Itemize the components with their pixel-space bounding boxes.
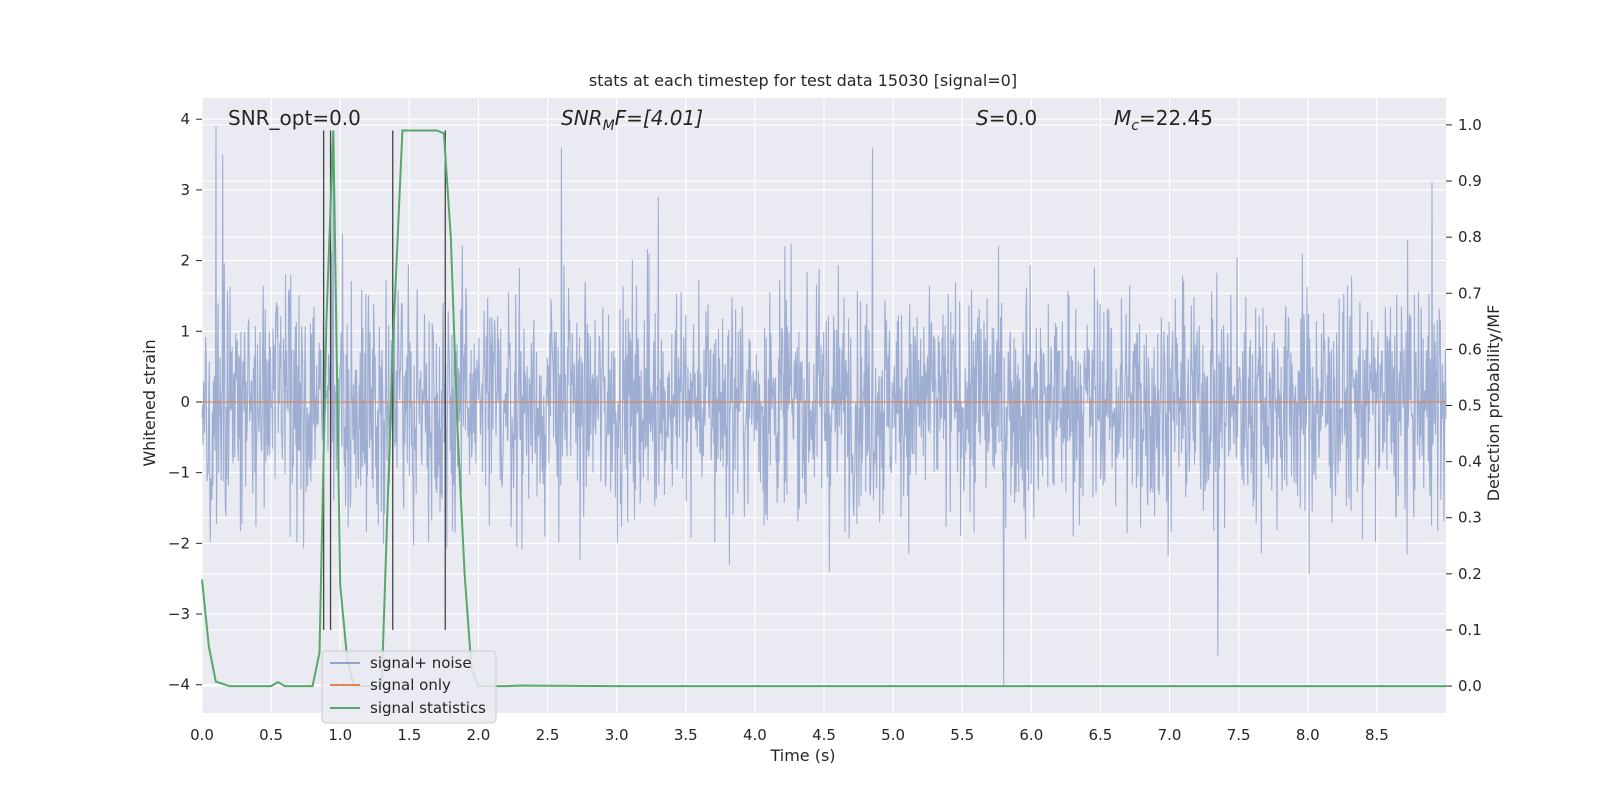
x-tick-label: 4.5 <box>812 726 836 744</box>
y-tick-label: −3 <box>168 605 190 623</box>
y-tick-label: 1 <box>180 322 190 340</box>
x-axis-ticks: 0.0 0.5 1.0 1.5 2.0 2.5 3.0 3.5 4.0 4.5 5.0 5.5 6.0 6… <box>190 726 1389 744</box>
x-tick-label: 7.0 <box>1158 726 1182 744</box>
x-tick-label: 6.0 <box>1019 726 1043 744</box>
x-tick-label: 5.0 <box>881 726 905 744</box>
y-tick-label: −1 <box>168 464 190 482</box>
y2-tick-label: 0.9 <box>1458 172 1482 190</box>
x-tick-label: 6.5 <box>1089 726 1113 744</box>
x-tick-label: 3.0 <box>605 726 629 744</box>
y-tick-label: 3 <box>180 181 190 199</box>
y-tick-label: −4 <box>168 676 190 694</box>
y2-tick-label: 0.7 <box>1458 284 1482 302</box>
y2-axis-ticks: 1.0 0.9 0.8 0.7 0.6 0.5 0.4 0.3 0.2 0.1 0.0 <box>1446 116 1482 695</box>
y2-tick-label: 0.5 <box>1458 397 1482 415</box>
y2-tick-label: 0.2 <box>1458 565 1482 583</box>
y2-tick-label: 0.1 <box>1458 621 1482 639</box>
x-tick-label: 0.0 <box>190 726 214 744</box>
annotation-mc: Mc=22.45 <box>1114 106 1213 134</box>
y2-tick-label: 0.4 <box>1458 453 1482 471</box>
s-label: S <box>976 106 989 130</box>
s-value: =0.0 <box>989 106 1038 130</box>
snr-mf-main: SNR <box>561 106 603 130</box>
x-tick-label: 4.0 <box>743 726 767 744</box>
x-tick-label: 3.5 <box>674 726 698 744</box>
snr-mf-sub: M <box>603 118 615 134</box>
y-tick-label: 0 <box>180 393 190 411</box>
y-tick-label: 4 <box>180 110 190 128</box>
x-tick-label: 7.5 <box>1227 726 1251 744</box>
legend-label-signal-only: signal only <box>370 676 451 694</box>
x-tick-label: 2.5 <box>536 726 560 744</box>
mc-value: =22.45 <box>1139 106 1213 130</box>
x-tick-label: 8.0 <box>1296 726 1320 744</box>
y2-tick-label: 0.8 <box>1458 228 1482 246</box>
x-tick-label: 5.5 <box>950 726 974 744</box>
y2-tick-label: 0.3 <box>1458 509 1482 527</box>
legend-box <box>321 650 497 724</box>
y-axis-label: Whitened strain <box>140 339 159 466</box>
y-tick-label: 2 <box>180 252 190 270</box>
y-tick-label: −2 <box>168 534 190 552</box>
mc-sub: c <box>1131 118 1139 134</box>
x-tick-label: 1.0 <box>328 726 352 744</box>
chart-title: stats at each timestep for test data 150… <box>589 71 1017 90</box>
legend-label-statistics: signal statistics <box>370 699 486 717</box>
y2-tick-label: 0.0 <box>1458 677 1482 695</box>
y2-tick-label: 0.6 <box>1458 340 1482 358</box>
x-tick-label: 0.5 <box>259 726 283 744</box>
noise-trace <box>201 126 1447 685</box>
legend: signal+ noise signal only signal statist… <box>321 650 497 724</box>
y2-tick-label: 1.0 <box>1458 116 1482 134</box>
annotation-snr-mf: SNRMF=[4.01] <box>561 106 703 134</box>
annotation-snr-opt: SNR_opt=0.0 <box>228 106 361 130</box>
y2-axis-label: Detection probability/MF <box>1484 305 1503 502</box>
annotation-s: S=0.0 <box>976 106 1037 130</box>
y-axis-ticks: 4 3 2 1 0 −1 −2 −3 −4 <box>168 110 202 694</box>
x-axis-label: Time (s) <box>769 746 835 765</box>
x-tick-label: 8.5 <box>1365 726 1389 744</box>
x-tick-label: 2.0 <box>467 726 491 744</box>
series-signal-plus-noise <box>201 126 1447 685</box>
x-tick-label: 1.5 <box>397 726 421 744</box>
snr-mf-rest: F=[4.01] <box>615 106 703 130</box>
legend-label-noise: signal+ noise <box>370 654 472 672</box>
mc-label: M <box>1114 106 1131 130</box>
